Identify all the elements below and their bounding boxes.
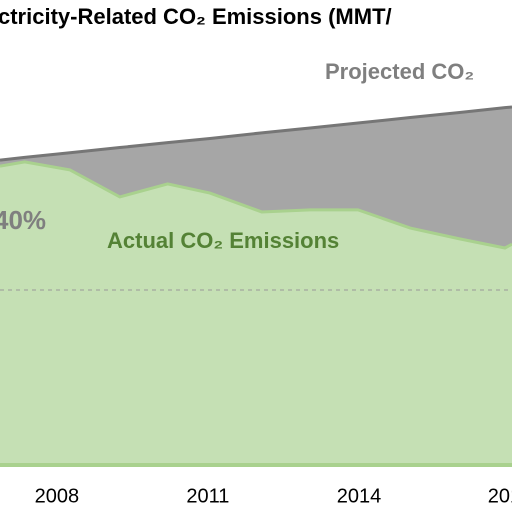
chart-title: ctricity-Related CO₂ Emissions (MMT/ [0,4,392,29]
area [0,161,512,465]
plot-area: 2008 2011 2014 2017 [0,105,512,507]
annotation: Projected CO₂ [325,59,474,84]
annotation: 40% [0,205,46,235]
annotation: Actual CO₂ Emissions [107,228,339,253]
x-tick-label: 2011 [186,485,229,507]
series-line [0,160,512,250]
x-tick-label: 2014 [337,485,382,507]
series-line [0,105,512,162]
x-tick-label: 2017 [488,485,512,507]
x-tick-label: 2008 [35,485,80,507]
